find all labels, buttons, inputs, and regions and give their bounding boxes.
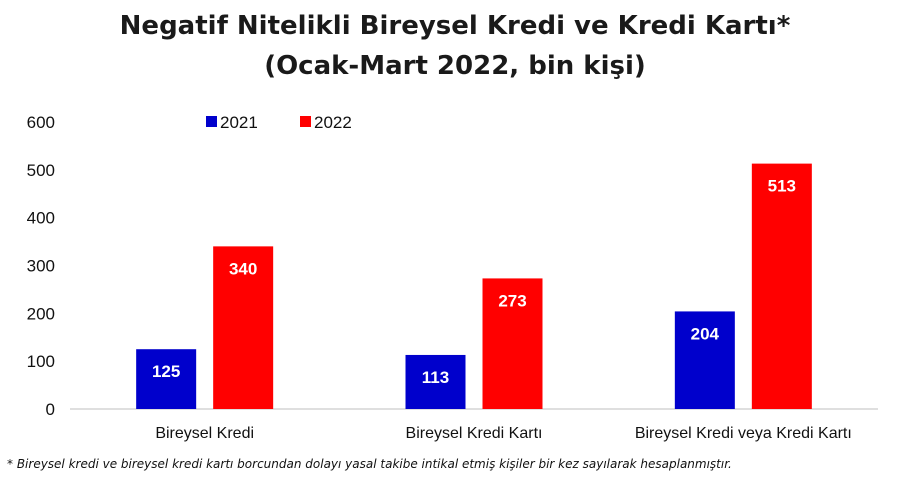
- data-label: 273: [498, 291, 526, 310]
- data-label: 113: [422, 368, 449, 387]
- legend-swatch-2022: [300, 116, 311, 127]
- data-label: 513: [768, 177, 796, 196]
- y-tick-label: 200: [27, 304, 55, 323]
- footnote: * Bireysel kredi ve bireysel kredi kartı…: [7, 457, 732, 471]
- y-tick-label: 100: [27, 352, 55, 371]
- bar-2022: [213, 246, 274, 409]
- bar-2022: [482, 278, 543, 409]
- bar-2021: [136, 349, 197, 409]
- bar-2021: [674, 311, 735, 409]
- data-label: 204: [691, 324, 720, 343]
- legend-label: 2022: [314, 113, 352, 132]
- legend-swatch-2021: [206, 116, 217, 127]
- y-tick-label: 300: [27, 257, 55, 276]
- x-tick-label: Bireysel Kredi veya Kredi Kartı: [635, 425, 852, 442]
- legend-label: 2021: [220, 113, 258, 132]
- y-tick-label: 400: [27, 209, 55, 228]
- chart-subtitle: (Ocak-Mart 2022, bin kişi): [264, 51, 646, 81]
- bar-2022: [751, 163, 812, 409]
- y-tick-label: 0: [46, 400, 55, 419]
- chart-title-block: Negatif Nitelikli Bireysel Kredi ve Kred…: [0, 6, 910, 86]
- x-tick-label: Bireysel Kredi Kartı: [406, 425, 543, 442]
- x-tick-label: Bireysel Kredi: [155, 425, 254, 442]
- y-tick-label: 600: [27, 113, 55, 132]
- chart-title: Negatif Nitelikli Bireysel Kredi ve Kred…: [119, 11, 791, 41]
- data-label: 125: [152, 362, 180, 381]
- y-tick-label: 500: [27, 161, 55, 180]
- bar-2021: [405, 354, 466, 409]
- data-label: 340: [229, 259, 257, 278]
